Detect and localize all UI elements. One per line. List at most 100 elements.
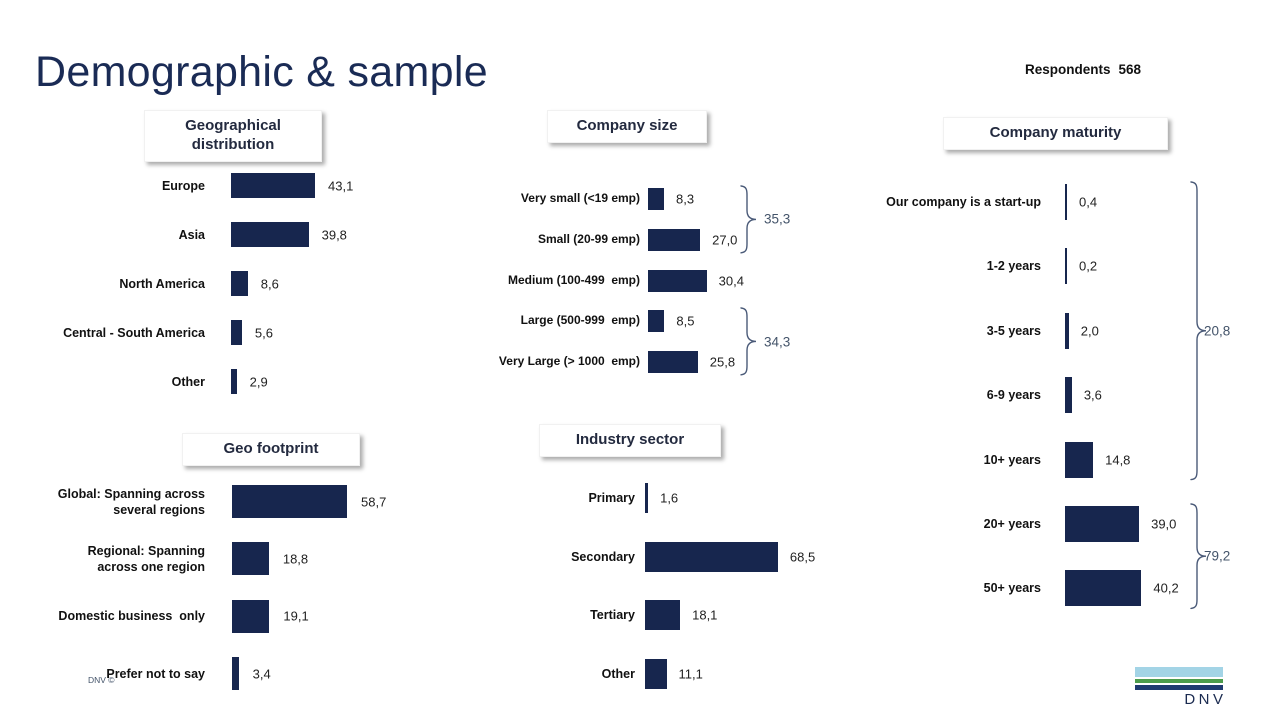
category-label: Large (500-999 emp) xyxy=(520,313,640,328)
category-label: Our company is a start-up xyxy=(886,194,1041,209)
category-label: Tertiary xyxy=(590,608,635,623)
bar xyxy=(231,320,242,345)
bar xyxy=(231,369,237,394)
value-label: 27,0 xyxy=(712,232,738,248)
group-bracket xyxy=(740,307,757,376)
value-label: 18,8 xyxy=(282,551,309,567)
chart-geo-footprint: Geo footprint Global: Spanning across se… xyxy=(30,425,470,710)
chart-rows: Our company is a start-up 0,4 1-2 years 0,2… xyxy=(845,112,1275,637)
chart-row: Central - South America 5,6 xyxy=(30,320,470,345)
category-label: North America xyxy=(119,276,205,291)
category-label: Very small (<19 emp) xyxy=(520,191,640,206)
respondents-label: Respondents xyxy=(1025,62,1111,77)
category-label: Global: Spanning across several regions xyxy=(57,486,205,517)
value-label: 19,1 xyxy=(283,608,309,624)
chart-row: Our company is a start-up 0,4 xyxy=(845,184,1275,220)
chart-header-geo-footprint: Geo footprint xyxy=(182,433,360,466)
category-label: Other xyxy=(601,666,635,681)
bar xyxy=(1065,441,1094,478)
chart-row: Very small (<19 emp) 8,3 xyxy=(480,188,825,210)
bar xyxy=(231,271,248,296)
category-label: Other xyxy=(171,374,205,389)
chart-industry-sector: Industry sector Primary 1,6 Secondary 68,5 T… xyxy=(480,418,830,703)
page-title: Demographic & sample xyxy=(35,47,488,96)
bar xyxy=(645,541,778,572)
bar xyxy=(648,188,665,210)
bar xyxy=(1065,377,1072,414)
category-label: 1-2 years xyxy=(986,259,1041,274)
value-label: 58,7 xyxy=(361,494,387,509)
category-label: 10+ years xyxy=(983,452,1041,467)
chart-row: 20+ years 39,0 xyxy=(845,506,1275,542)
chart-row: Asia 39,8 xyxy=(30,222,470,247)
bar xyxy=(231,173,316,198)
chart-row: Other 2,9 xyxy=(30,369,470,394)
value-label: 25,8 xyxy=(709,354,736,370)
bar xyxy=(232,542,269,576)
value-label: 39,0 xyxy=(1151,516,1177,532)
logo-stripe-navy xyxy=(1135,685,1223,690)
value-label: 0,4 xyxy=(1079,194,1098,210)
value-label: 1,6 xyxy=(660,490,679,506)
chart-row: Very Large (> 1000 emp) 25,8 xyxy=(480,351,825,374)
bar xyxy=(231,222,309,247)
value-label: 11,1 xyxy=(678,666,703,682)
category-label: Prefer not to say xyxy=(106,666,205,681)
logo-text: DNV xyxy=(1184,691,1227,708)
chart-row: 50+ years 40,2 xyxy=(845,570,1275,607)
value-label: 3,4 xyxy=(252,666,271,682)
logo-stripe-skyblue xyxy=(1135,667,1223,677)
value-label: 39,8 xyxy=(321,227,347,242)
chart-row: North America 8,6 xyxy=(30,271,470,296)
value-label: 14,8 xyxy=(1105,452,1131,468)
category-label: Central - South America xyxy=(63,325,205,340)
chart-row: Domestic business only 19,1 xyxy=(30,599,470,633)
value-label: 0,2 xyxy=(1079,258,1098,274)
chart-company-maturity: Company maturity Our company is a start-… xyxy=(845,112,1275,637)
bar xyxy=(648,310,665,333)
chart-row: Medium (100-499 emp) 30,4 xyxy=(480,269,825,292)
category-label: Primary xyxy=(588,490,635,505)
chart-row: 3-5 years 2,0 xyxy=(845,312,1275,349)
category-label: 20+ years xyxy=(983,516,1041,531)
group-bracket xyxy=(1190,181,1207,481)
bar xyxy=(1065,312,1069,349)
value-label: 5,6 xyxy=(254,325,273,340)
value-label: 8,5 xyxy=(676,313,695,329)
category-label: Medium (100-499 emp) xyxy=(507,272,640,287)
chart-rows: Europe 43,1 Asia 39,8 North America 8,6 Centra… xyxy=(30,105,470,410)
bar xyxy=(648,351,698,374)
chart-rows: Very small (<19 emp) 8,3 Small (20-99 emp)… xyxy=(480,105,825,390)
respondents-note: Respondents 568 xyxy=(1025,62,1141,77)
chart-company-size: Company size Very small (<19 emp) 8,3 Smal… xyxy=(480,105,825,390)
bracket-value-label: 79,2 xyxy=(1204,548,1231,564)
category-label: Small (20-99 emp) xyxy=(537,232,640,246)
category-label: Regional: Spanning across one region xyxy=(87,543,205,574)
category-label: Domestic business only xyxy=(58,609,205,624)
chart-row: Prefer not to say 3,4 xyxy=(30,657,470,691)
chart-row: Europe 43,1 xyxy=(30,173,470,198)
chart-rows: Global: Spanning across several regions 5… xyxy=(30,425,470,710)
category-label: Very Large (> 1000 emp) xyxy=(498,354,640,369)
bar xyxy=(645,483,649,513)
bar xyxy=(232,599,270,633)
bar xyxy=(1065,506,1140,542)
value-label: 8,3 xyxy=(676,191,695,207)
bar xyxy=(645,659,667,690)
value-label: 40,2 xyxy=(1153,580,1179,596)
bar xyxy=(1065,248,1067,285)
respondents-value: 568 xyxy=(1118,62,1142,77)
bar xyxy=(648,228,701,251)
chart-row: Small (20-99 emp) 27,0 xyxy=(480,228,825,251)
value-label: 43,1 xyxy=(328,178,354,193)
chart-row: Other 11,1 xyxy=(480,659,830,690)
chart-header-company-maturity: Company maturity xyxy=(943,117,1168,150)
group-bracket xyxy=(1190,503,1207,610)
chart-row: 6-9 years 3,6 xyxy=(845,377,1275,414)
bracket-value-label: 34,3 xyxy=(764,334,791,350)
category-label: Asia xyxy=(178,227,205,242)
value-label: 18,1 xyxy=(692,607,718,623)
logo-stripe-green xyxy=(1135,679,1223,683)
bar xyxy=(1065,184,1067,220)
